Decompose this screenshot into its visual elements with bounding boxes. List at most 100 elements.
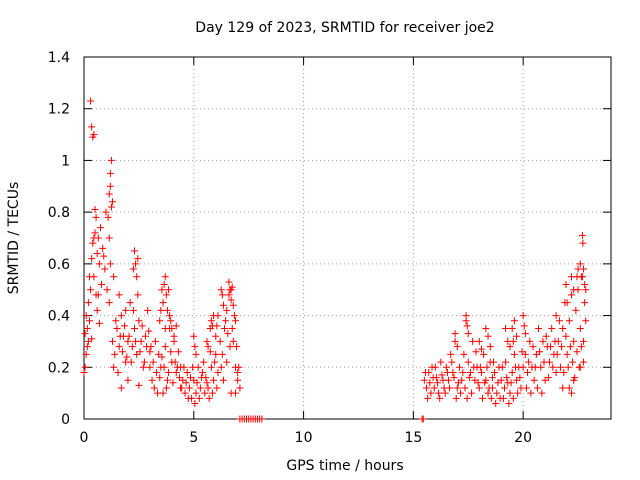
data-point: [93, 250, 101, 258]
data-point: [80, 368, 88, 376]
y-tick-label: 0.4: [48, 309, 70, 325]
data-point: [140, 358, 148, 366]
data-point: [459, 368, 467, 376]
data-point: [548, 325, 556, 332]
data-point: [448, 358, 456, 366]
data-point: [511, 363, 519, 371]
data-point: [207, 317, 215, 325]
data-point: [573, 348, 581, 356]
data-point: [424, 394, 432, 402]
data-point: [149, 358, 157, 366]
data-point: [135, 381, 143, 389]
data-point: [139, 363, 147, 371]
data-point: [556, 363, 564, 371]
data-point: [540, 358, 548, 366]
data-point: [419, 415, 427, 423]
data-point: [529, 343, 537, 351]
data-point: [160, 281, 168, 289]
data-point: [482, 325, 490, 332]
data-point: [190, 332, 198, 340]
data-point: [135, 317, 143, 325]
data-point: [81, 330, 89, 338]
data-point: [463, 394, 471, 402]
data-point: [214, 368, 222, 376]
data-point: [112, 317, 120, 325]
data-point: [184, 394, 192, 402]
data-point: [582, 286, 590, 294]
data-point: [567, 389, 575, 397]
data-point: [582, 317, 590, 325]
data-point: [181, 389, 189, 397]
data-point: [509, 394, 517, 402]
data-points: [80, 97, 590, 423]
data-point: [106, 169, 114, 177]
data-point: [128, 343, 136, 351]
plot-area-border: [83, 56, 612, 420]
data-point: [227, 296, 235, 304]
data-point: [479, 394, 487, 402]
data-point: [460, 350, 468, 358]
data-point: [426, 379, 434, 387]
data-point: [191, 343, 199, 351]
data-point: [258, 415, 266, 423]
x-axis-label: GPS time / hours: [286, 458, 403, 474]
data-point: [570, 376, 578, 384]
data-point: [524, 368, 532, 376]
data-point: [502, 358, 510, 366]
data-point: [531, 363, 539, 371]
data-point: [89, 239, 97, 247]
data-point: [154, 389, 162, 397]
data-point: [468, 389, 476, 397]
data-point: [498, 363, 506, 371]
data-point: [147, 343, 155, 351]
data-point: [475, 337, 483, 345]
data-point: [535, 325, 543, 332]
data-point: [93, 306, 101, 314]
data-point: [110, 273, 118, 281]
data-point: [226, 343, 234, 351]
x-tick-label: 5: [189, 430, 198, 446]
data-point: [526, 337, 534, 345]
data-point: [185, 384, 193, 392]
data-point: [87, 286, 95, 294]
data-point: [207, 363, 215, 371]
data-point: [558, 343, 566, 351]
data-point: [430, 384, 438, 392]
data-point: [148, 376, 156, 384]
data-point: [514, 389, 522, 397]
data-point: [569, 358, 577, 366]
y-tick-label: 1.4: [48, 50, 70, 66]
data-point: [170, 332, 178, 340]
data-point: [420, 376, 428, 384]
data-point: [217, 286, 225, 294]
data-point: [567, 291, 575, 299]
data-point: [117, 312, 125, 320]
data-point: [152, 368, 160, 376]
data-point: [581, 299, 589, 307]
data-point: [95, 319, 103, 327]
data-point: [161, 343, 169, 351]
data-point: [423, 384, 431, 392]
data-point: [83, 343, 91, 351]
data-point: [510, 350, 518, 358]
data-point: [180, 363, 188, 371]
data-point: [223, 306, 231, 314]
data-point: [123, 353, 131, 361]
data-point: [133, 273, 141, 281]
data-point: [206, 348, 214, 356]
data-point: [469, 337, 477, 345]
data-point: [496, 394, 504, 402]
data-point: [455, 363, 463, 371]
data-point: [113, 325, 121, 332]
data-point: [481, 379, 489, 387]
data-point: [110, 363, 118, 371]
data-point: [122, 306, 130, 314]
data-point: [520, 322, 528, 330]
data-point: [565, 384, 573, 392]
data-point: [476, 363, 484, 371]
data-point: [454, 379, 462, 387]
chart-title: Day 129 of 2023, SRMTID for receiver joe…: [195, 20, 494, 36]
data-point: [493, 389, 501, 397]
data-point: [552, 368, 560, 376]
